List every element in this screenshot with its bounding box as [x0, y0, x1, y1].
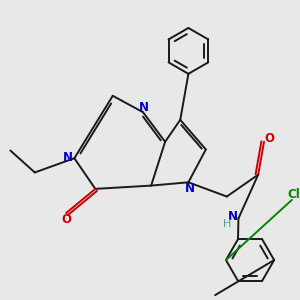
Text: O: O: [264, 132, 274, 145]
Text: N: N: [139, 101, 148, 114]
Text: H: H: [223, 219, 231, 229]
Text: O: O: [61, 213, 71, 226]
Text: N: N: [63, 151, 73, 164]
Text: N: N: [227, 211, 238, 224]
Text: N: N: [185, 182, 195, 195]
Text: Cl: Cl: [287, 188, 300, 201]
